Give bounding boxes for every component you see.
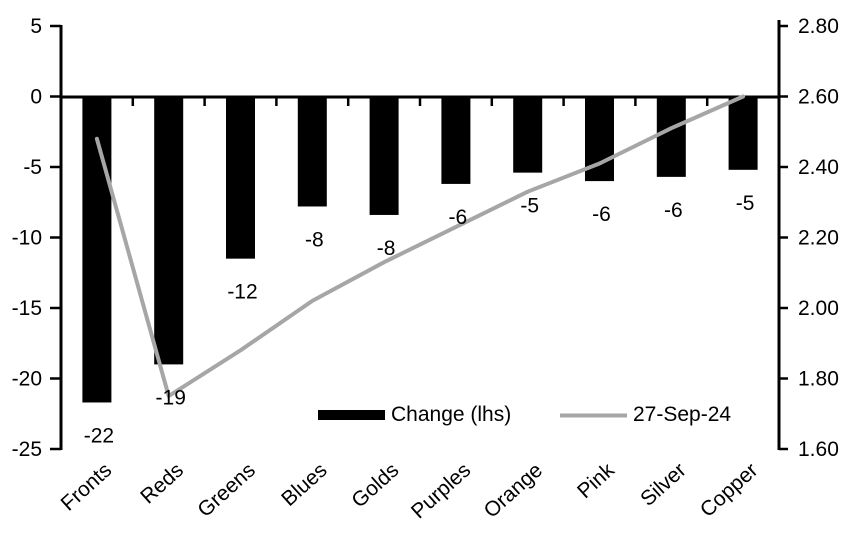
left-axis-tick-label: 0 [30, 86, 42, 109]
bar-value-label-purples: -6 [449, 206, 468, 229]
bar-value-label-orange: -5 [520, 195, 539, 218]
bar-silver [656, 97, 686, 177]
bar-fronts [82, 97, 112, 403]
left-axis-tick-label: -20 [12, 368, 42, 391]
bar-greens [226, 97, 255, 259]
category-label-blues: Blues [277, 459, 331, 511]
bar-value-label-silver: -6 [664, 199, 683, 222]
category-label-greens: Greens [193, 459, 260, 522]
left-axis-tick-label: 5 [30, 15, 42, 38]
bar-copper [728, 97, 758, 170]
right-axis-tick-label: 2.80 [798, 15, 839, 38]
bar-orange [513, 97, 543, 173]
right-axis-tick-label: 2.60 [798, 86, 839, 109]
right-axis-tick-label: 2.40 [798, 156, 839, 179]
left-axis-tick-label: -25 [12, 438, 42, 461]
bar-blues [297, 97, 327, 207]
category-label-fronts: Fronts [57, 459, 117, 516]
legend-bar-label: Change (lhs) [391, 403, 511, 426]
right-axis-tick-label: 1.80 [798, 368, 839, 391]
legend-bar-swatch [318, 410, 385, 420]
bar-value-label-fronts: -22 [84, 424, 114, 447]
legend-line-label: 27-Sep-24 [633, 403, 731, 426]
bar-value-label-copper: -5 [736, 192, 755, 215]
left-axis-tick-label: -5 [23, 156, 42, 179]
category-label-golds: Golds [347, 459, 403, 513]
right-axis-tick-label: 2.00 [798, 297, 839, 320]
right-axis-tick-label: 2.20 [798, 227, 839, 250]
bar-value-label-golds: -8 [377, 237, 396, 260]
category-label-copper: Copper [696, 459, 763, 522]
category-label-silver: Silver [636, 459, 690, 511]
left-axis-tick-label: -15 [12, 297, 42, 320]
bar-value-label-reds: -19 [156, 386, 186, 409]
category-label-orange: Orange [480, 459, 547, 523]
left-axis-tick-label: -10 [12, 227, 42, 250]
bar-value-label-greens: -12 [227, 281, 257, 304]
category-label-pink: Pink [573, 458, 619, 503]
bar-value-label-pink: -6 [592, 203, 611, 226]
bar-purples [441, 97, 471, 184]
bar-golds [369, 97, 399, 215]
category-label-reds: Reds [136, 459, 188, 509]
right-axis-tick-label: 1.60 [798, 438, 839, 461]
line-series [94, 94, 746, 399]
bar-reds [154, 97, 184, 365]
category-label-purples: Purples [407, 459, 475, 524]
bar-value-label-blues: -8 [305, 228, 324, 251]
